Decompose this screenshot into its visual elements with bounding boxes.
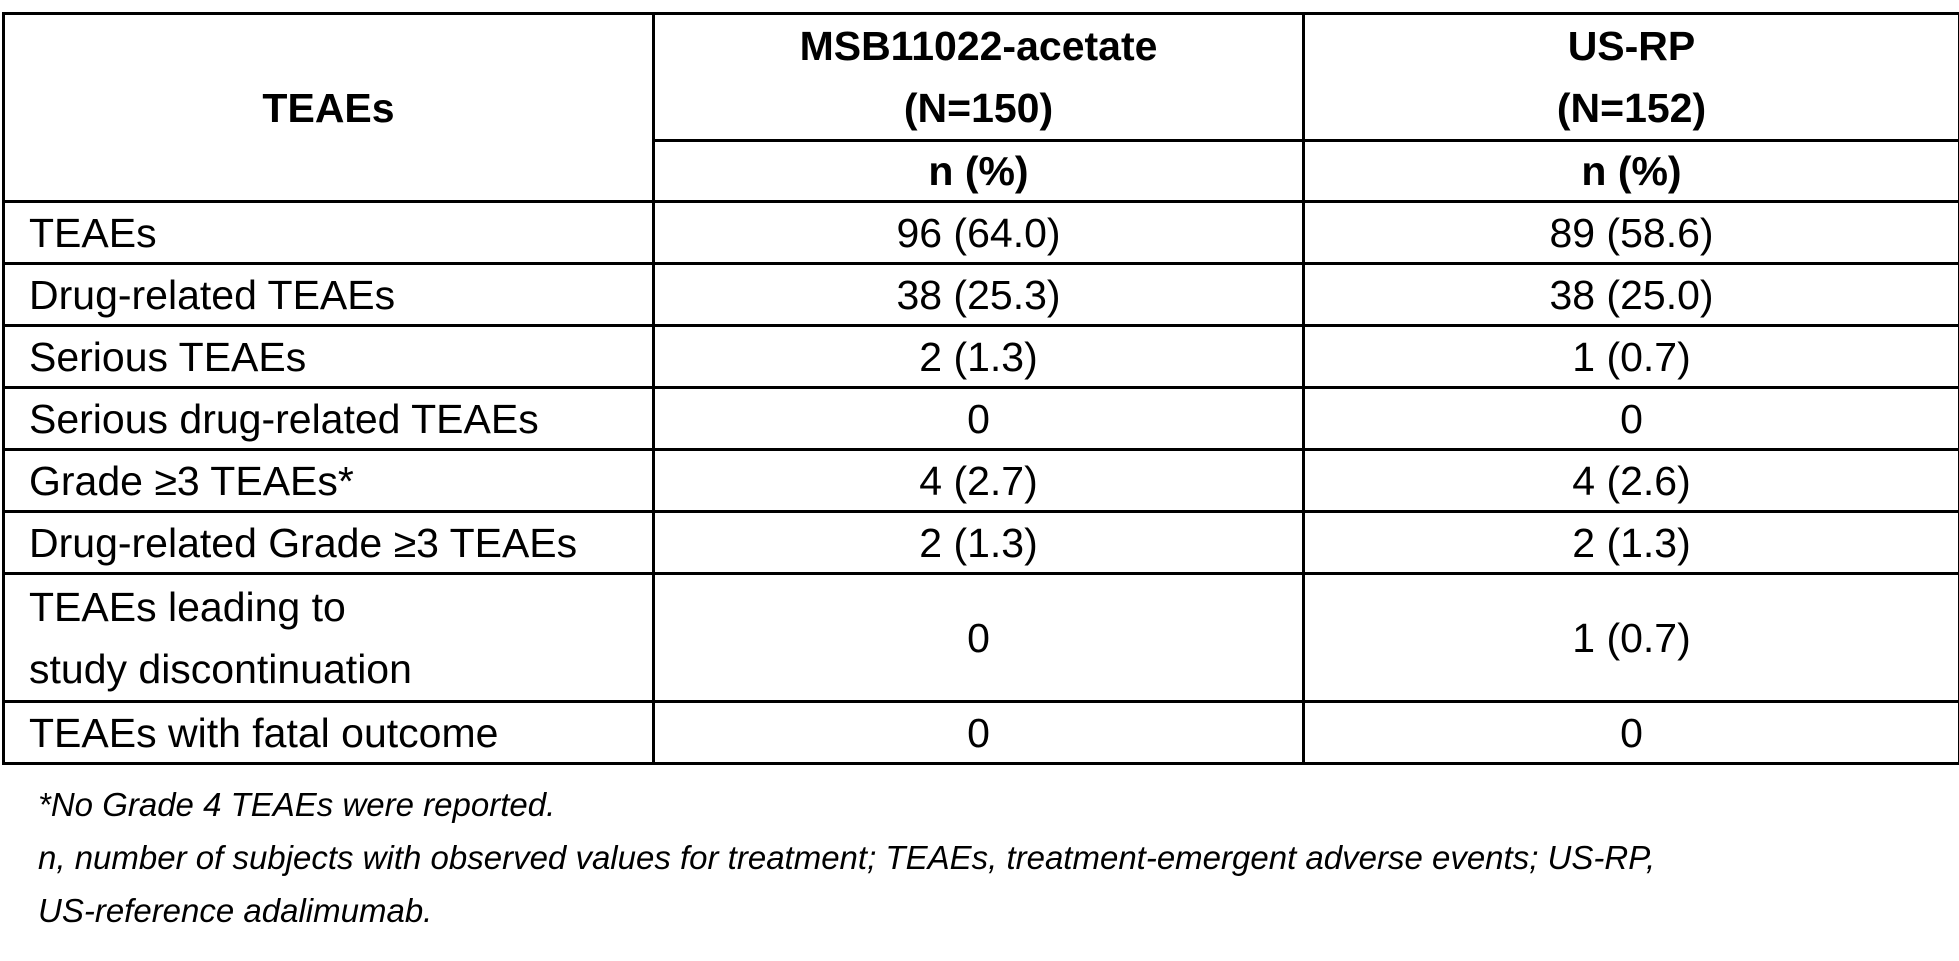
cell-us-rp: 4 (2.6) bbox=[1302, 448, 1959, 513]
unit-header-msb11022: n (%) bbox=[652, 139, 1305, 203]
cell-msb11022: 4 (2.7) bbox=[652, 448, 1305, 513]
footnote: US-reference adalimumab. bbox=[38, 892, 433, 929]
row-label-header: TEAEs bbox=[2, 12, 655, 203]
cell-us-rp: 1 (0.7) bbox=[1302, 324, 1959, 389]
group-header-us-rp: US-RP (N=152) bbox=[1302, 12, 1959, 142]
cell-us-rp: 38 (25.0) bbox=[1302, 262, 1959, 327]
table-row: Drug-related TEAEs 38 (25.3) 38 (25.0) bbox=[2, 262, 1959, 327]
cell-us-rp: 2 (1.3) bbox=[1302, 510, 1959, 575]
group-name: MSB11022-acetate bbox=[799, 23, 1158, 69]
group-count: (N=150) bbox=[903, 85, 1054, 131]
cell-us-rp: 89 (58.6) bbox=[1302, 200, 1959, 265]
table-row: TEAEs with fatal outcome 0 0 bbox=[2, 700, 1959, 765]
cell-us-rp: 0 bbox=[1302, 700, 1959, 765]
table-row: Drug-related Grade ≥3 TEAEs 2 (1.3) 2 (1… bbox=[2, 510, 1959, 575]
cell-msb11022: 0 bbox=[652, 572, 1305, 703]
row-label-line: TEAEs leading to bbox=[29, 583, 346, 630]
row-label: Serious TEAEs bbox=[2, 324, 655, 389]
cell-msb11022: 2 (1.3) bbox=[652, 324, 1305, 389]
teae-summary-table: TEAEs MSB11022-acetate (N=150) US-RP (N=… bbox=[2, 12, 1959, 765]
row-label: Serious drug-related TEAEs bbox=[2, 386, 655, 451]
footnote: *No Grade 4 TEAEs were reported. bbox=[38, 786, 556, 823]
row-label: Drug-related TEAEs bbox=[2, 262, 655, 327]
cell-us-rp: 1 (0.7) bbox=[1302, 572, 1959, 703]
cell-msb11022: 2 (1.3) bbox=[652, 510, 1305, 575]
row-label: TEAEs bbox=[2, 200, 655, 265]
row-label: Grade ≥3 TEAEs* bbox=[2, 448, 655, 513]
row-label: TEAEs leading to study discontinuation bbox=[2, 572, 655, 703]
footnote: n, number of subjects with observed valu… bbox=[38, 839, 1656, 876]
cell-msb11022: 0 bbox=[652, 700, 1305, 765]
row-label: TEAEs with fatal outcome bbox=[2, 700, 655, 765]
cell-msb11022: 38 (25.3) bbox=[652, 262, 1305, 327]
table-row: TEAEs leading to study discontinuation 0… bbox=[2, 572, 1959, 703]
group-count: (N=152) bbox=[1556, 85, 1707, 131]
table-footnotes: *No Grade 4 TEAEs were reported. n, numb… bbox=[38, 778, 1938, 937]
table-row: Serious TEAEs 2 (1.3) 1 (0.7) bbox=[2, 324, 1959, 389]
table-row: TEAEs 96 (64.0) 89 (58.6) bbox=[2, 200, 1959, 265]
table-row: Serious drug-related TEAEs 0 0 bbox=[2, 386, 1959, 451]
header-row-units: n (%) n (%) bbox=[4, 139, 1959, 203]
cell-us-rp: 0 bbox=[1302, 386, 1959, 451]
group-name: US-RP bbox=[1567, 23, 1696, 69]
teae-summary-table-container: TEAEs MSB11022-acetate (N=150) US-RP (N=… bbox=[2, 12, 1959, 765]
cell-msb11022: 96 (64.0) bbox=[652, 200, 1305, 265]
header-row-groups: TEAEs MSB11022-acetate (N=150) US-RP (N=… bbox=[2, 12, 1959, 203]
row-label-line: study discontinuation bbox=[29, 645, 412, 692]
table-row: Grade ≥3 TEAEs* 4 (2.7) 4 (2.6) bbox=[2, 448, 1959, 513]
cell-msb11022: 0 bbox=[652, 386, 1305, 451]
row-label: Drug-related Grade ≥3 TEAEs bbox=[2, 510, 655, 575]
group-header-msb11022: MSB11022-acetate (N=150) bbox=[652, 12, 1305, 142]
unit-header-us-rp: n (%) bbox=[1302, 139, 1959, 203]
